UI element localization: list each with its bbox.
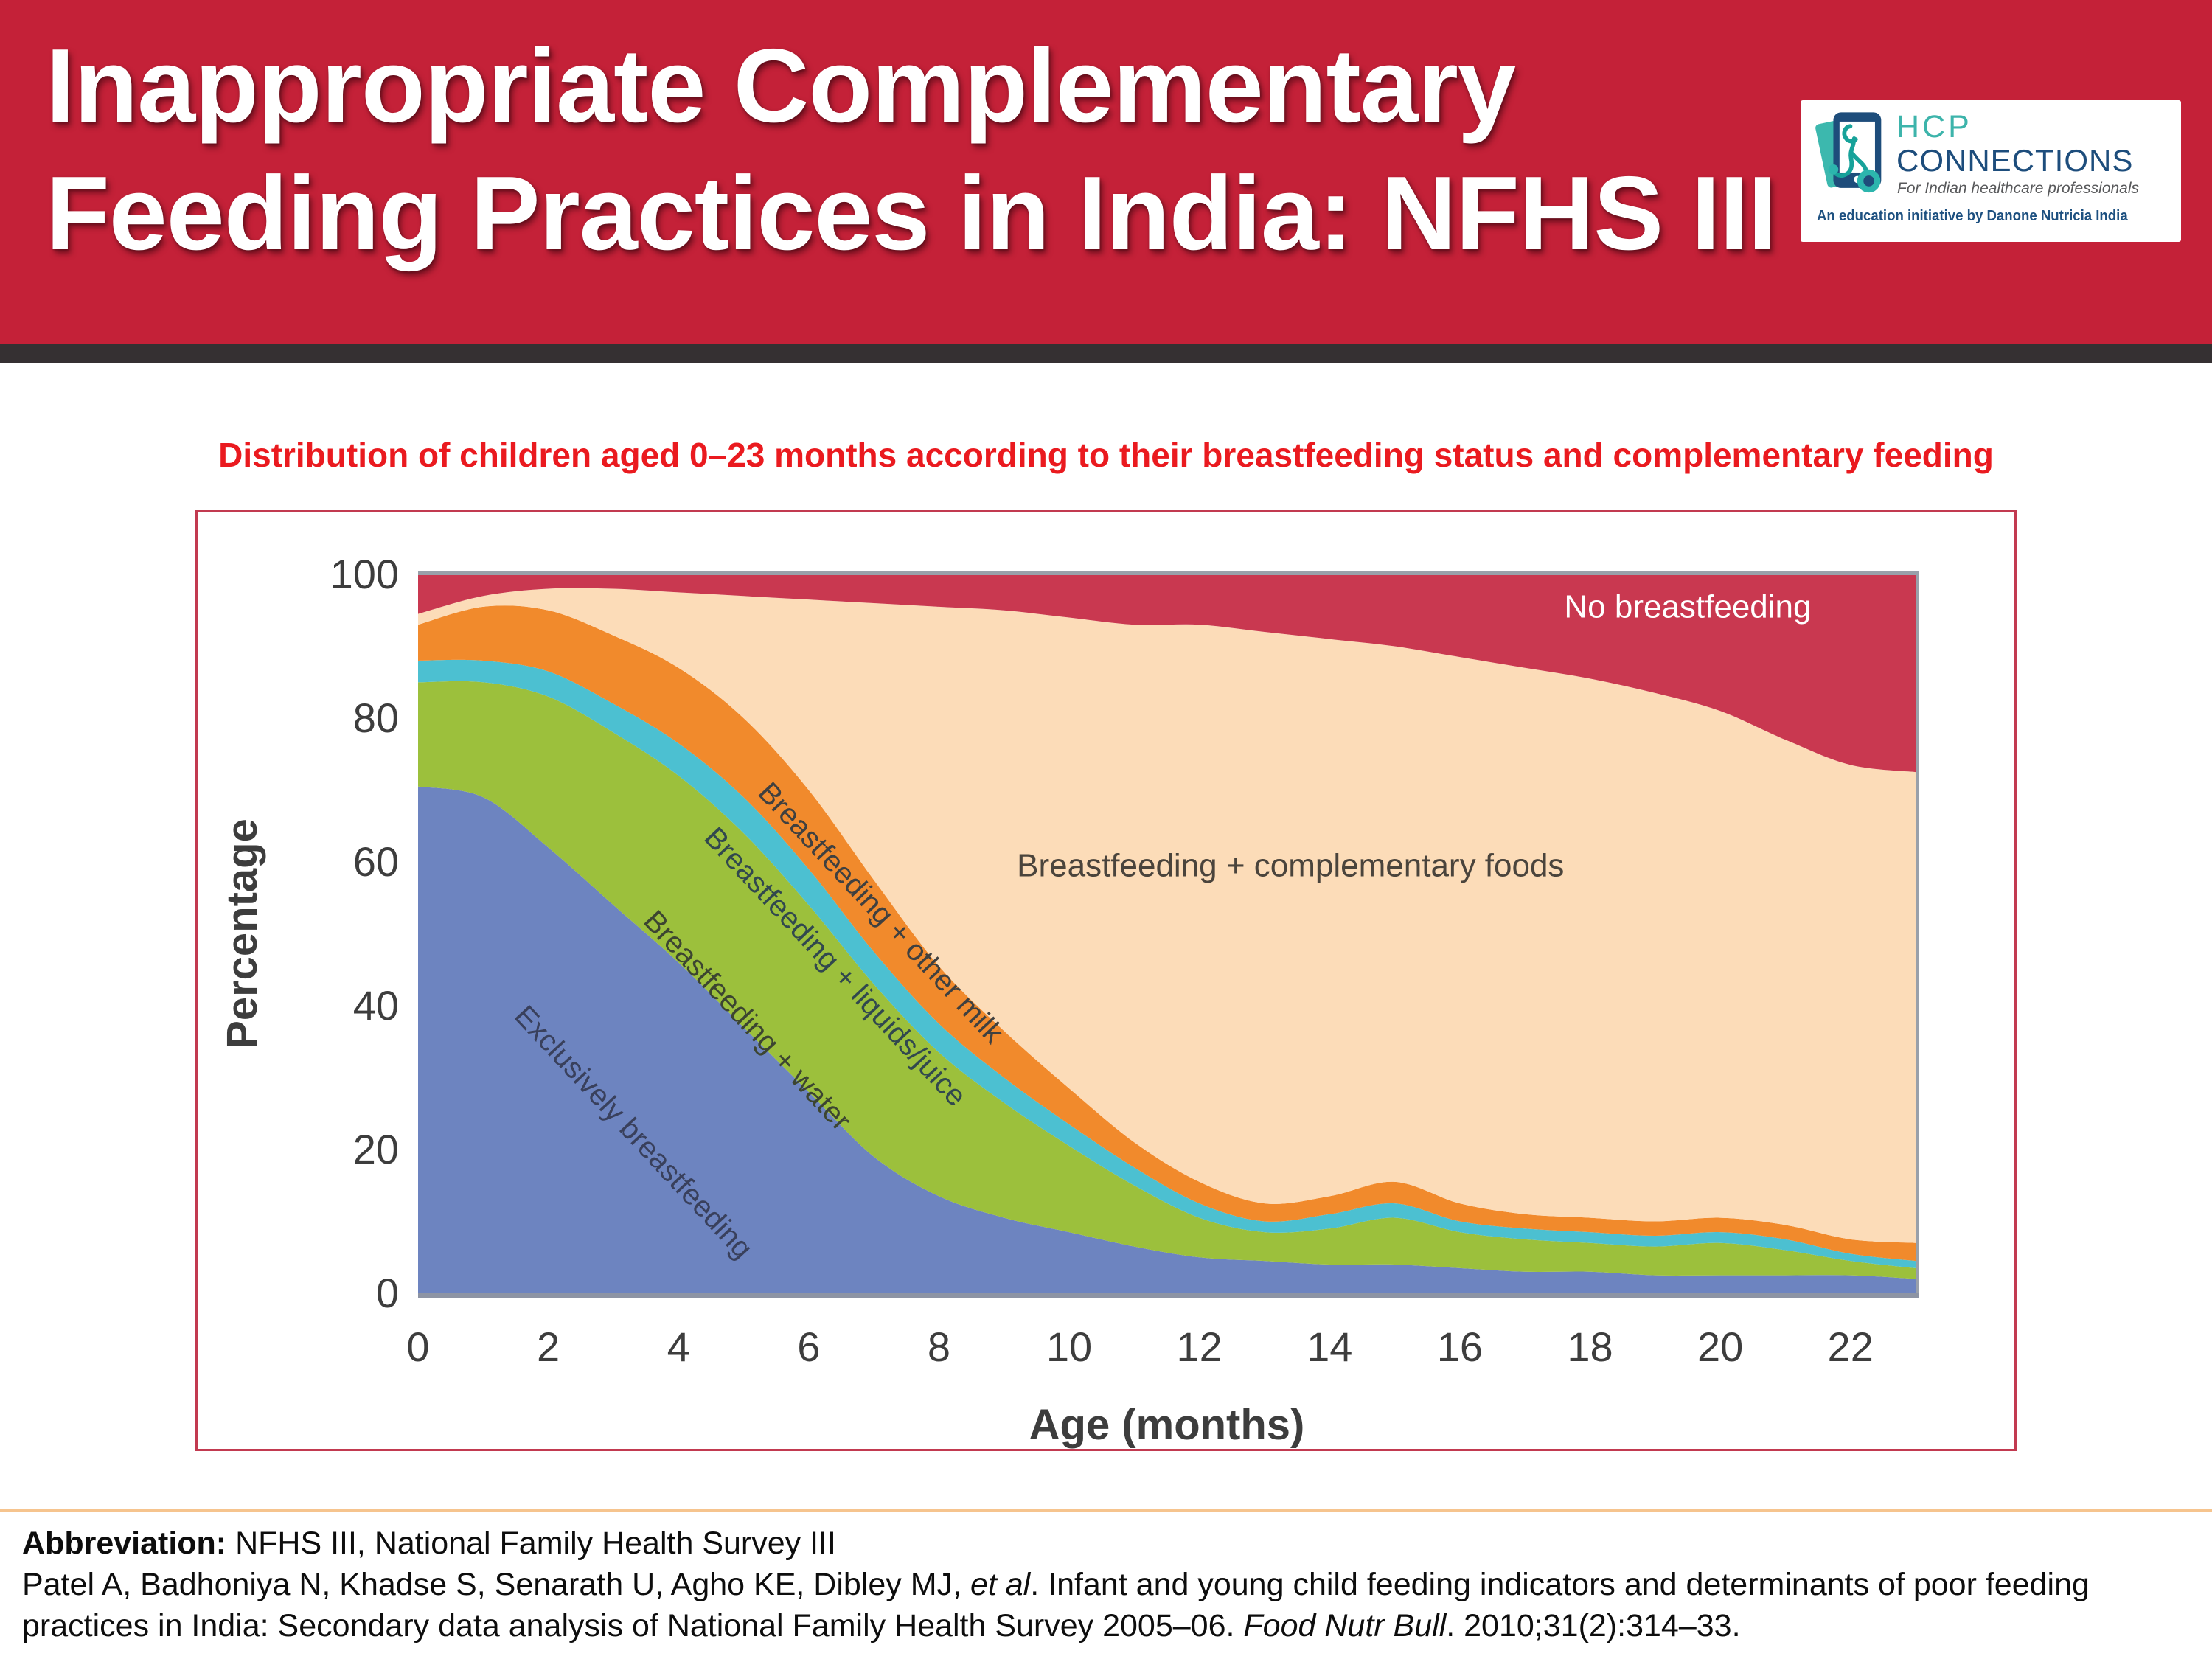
series-label-no-breastfeeding: No breastfeeding — [1564, 589, 1811, 625]
abbreviation-label: Abbreviation: — [22, 1526, 227, 1561]
citation-italic-segment: Food Nutr Bull — [1243, 1607, 1447, 1644]
abbreviation-line: Abbreviation: NFHS III, National Family … — [22, 1523, 2194, 1565]
area-band-breastfeeding-other-milk — [418, 605, 1916, 1262]
stacked-area-chart: 0 20 40 60 80 100 0 2 4 6 8 10 12 14 16 18 20 22 Age (mont… — [218, 551, 1919, 1449]
series-label-breastfeeding-complementary-foods: Breastfeeding + complementary foods — [1017, 848, 1564, 884]
x-axis-line — [418, 1293, 1919, 1298]
logo-initiative-line: An education initiative by Danone Nutric… — [1817, 208, 2128, 224]
x-tick-label-22: 22 — [1828, 1324, 1874, 1370]
plot-right-spine — [1916, 571, 1919, 1296]
x-tick-label-2: 2 — [537, 1324, 560, 1370]
x-tick-label-20: 20 — [1697, 1324, 1743, 1370]
y-axis-title: Percentage — [218, 818, 266, 1049]
y-tick-label-20: 20 — [353, 1126, 399, 1172]
header-banner: Inappropriate Complementary Feeding Prac… — [0, 0, 2212, 344]
logo-text-hcp: HCP — [1896, 109, 1972, 145]
x-tick-label-8: 8 — [928, 1324, 950, 1370]
hcp-connections-logo: HCP CONNECTIONS For Indian healthcare pr… — [1801, 100, 2181, 242]
area-band-breastfeeding-water — [418, 681, 1916, 1279]
footer-divider-line — [0, 1509, 2212, 1512]
page-title: Inappropriate Complementary Feeding Prac… — [46, 22, 1777, 277]
x-tick-label-0: 0 — [406, 1324, 429, 1370]
logo-tagline: For Indian healthcare professionals — [1897, 180, 2140, 197]
x-tick-label-12: 12 — [1177, 1324, 1222, 1370]
page-title-line2: Feeding Practices in India: NFHS III — [46, 155, 1777, 273]
area-band-exclusively-breastfeeding — [418, 786, 1916, 1293]
y-tick-label-0: 0 — [376, 1270, 399, 1316]
y-tick-label-60: 60 — [353, 838, 399, 885]
citation-line: Patel A, Badhoniya N, Khadse S, Senarath… — [22, 1565, 2194, 1647]
tablet-stethoscope-icon — [1815, 112, 1882, 193]
citation-italic-segment: et al — [970, 1566, 1031, 1602]
chart-container: 0 20 40 60 80 100 0 2 4 6 8 10 12 14 16 18 20 22 Age (mont… — [195, 510, 2017, 1451]
x-tick-label-18: 18 — [1567, 1324, 1613, 1370]
footer: Abbreviation: NFHS III, National Family … — [22, 1523, 2194, 1647]
logo-text-connections: CONNECTIONS — [1896, 143, 2134, 178]
y-tick-label-100: 100 — [330, 551, 399, 597]
x-tick-label-14: 14 — [1307, 1324, 1352, 1370]
x-tick-label-16: 16 — [1437, 1324, 1483, 1370]
y-tick-label-80: 80 — [353, 695, 399, 741]
header-divider-bar — [0, 344, 2212, 363]
abbreviation-text: NFHS III, National Family Health Survey … — [226, 1526, 836, 1561]
chart-heading: Distribution of children aged 0–23 month… — [218, 436, 1994, 474]
citation-segment: . Infant and young child feeding indicat… — [22, 1566, 2090, 1644]
y-tick-label-40: 40 — [353, 982, 399, 1029]
plot-top-spine — [418, 571, 1919, 575]
page-title-line1: Inappropriate Complementary — [46, 27, 1516, 145]
area-band-breastfeeding-complementary-foods — [418, 588, 1916, 1243]
x-tick-label-6: 6 — [797, 1324, 820, 1370]
area-band-no-breastfeeding — [418, 574, 1916, 773]
x-axis-title: Age (months) — [1029, 1401, 1305, 1449]
citation-segment: . 2010;31(2):314–33. — [1446, 1607, 1741, 1644]
x-tick-label-4: 4 — [667, 1324, 690, 1370]
citation-segment: Patel A, Badhoniya N, Khadse S, Senarath… — [22, 1566, 970, 1602]
x-tick-label-10: 10 — [1046, 1324, 1092, 1370]
